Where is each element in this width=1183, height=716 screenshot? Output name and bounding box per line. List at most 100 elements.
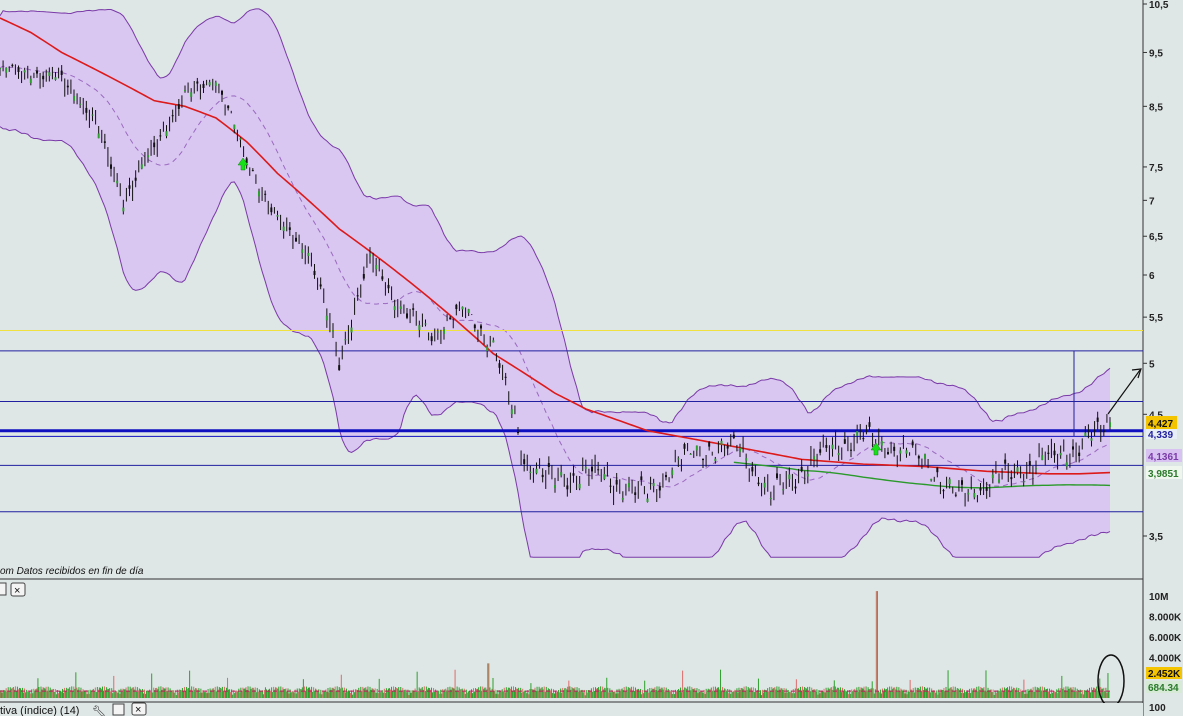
candle-body xyxy=(893,446,896,451)
candle-body xyxy=(831,444,834,449)
candle-body xyxy=(486,346,489,351)
candle-body xyxy=(782,489,785,491)
restore-icon[interactable] xyxy=(112,703,125,716)
candle-body xyxy=(985,487,988,491)
candle-body xyxy=(621,497,624,500)
candle-body xyxy=(492,340,495,343)
ma-green-label: 3,9851 xyxy=(1148,469,1179,480)
candle-body xyxy=(165,131,168,137)
bollinger-fill xyxy=(0,8,1110,558)
candle-body xyxy=(1084,432,1087,437)
price-candles xyxy=(0,60,1111,507)
close-icon: × xyxy=(135,704,141,716)
candle-body xyxy=(128,185,131,189)
wrench-icon[interactable]: 🔧︎ xyxy=(92,705,106,716)
candle-body xyxy=(979,487,982,491)
price-tick-label: 5 xyxy=(1149,359,1155,370)
signal-arrows xyxy=(237,157,882,456)
candle-body xyxy=(961,480,963,485)
candle-body xyxy=(646,498,649,503)
candle-body xyxy=(924,454,926,459)
candle-body xyxy=(473,324,476,329)
candle-body xyxy=(991,474,994,479)
candle-body xyxy=(116,180,119,184)
moving-average-red xyxy=(0,17,1111,475)
candle-body xyxy=(11,64,14,66)
candle-body xyxy=(535,468,538,474)
last-volume-badge xyxy=(1146,667,1182,679)
price-tick-label: 7 xyxy=(1149,196,1155,207)
candle-body xyxy=(825,445,828,448)
candle-body xyxy=(338,365,341,370)
candle-body xyxy=(788,474,791,480)
candle-body xyxy=(122,207,125,212)
candle-body xyxy=(609,485,612,487)
candle-body xyxy=(5,67,8,73)
candle-body xyxy=(634,492,637,496)
candle-body xyxy=(356,295,359,297)
candle-body xyxy=(103,141,106,143)
annotation-arrow-head xyxy=(1131,368,1142,379)
candle-body xyxy=(566,485,569,490)
candle-body xyxy=(862,438,865,440)
candle-body xyxy=(153,142,156,148)
volume-panel xyxy=(0,582,1143,702)
candle-body xyxy=(942,490,945,492)
close-lower-panel-button[interactable]: × xyxy=(131,702,147,716)
candle-body xyxy=(1010,477,1013,480)
close-panel-button[interactable]: × xyxy=(10,582,26,597)
candle-body xyxy=(1078,452,1081,457)
candle-body xyxy=(276,215,279,217)
candle-body xyxy=(208,82,211,86)
candle-body xyxy=(227,105,230,109)
candle-body xyxy=(110,164,112,169)
candle-body xyxy=(665,475,667,478)
candle-body xyxy=(375,265,378,270)
candle-body xyxy=(66,85,69,88)
candle-body xyxy=(443,329,445,334)
price-axis-ticks: 10,5 9,5 8,5 7,5 7 6,5 6 5,5 5 4,5 3,5 xyxy=(1143,0,1169,543)
candle-body xyxy=(430,336,433,342)
candle-body xyxy=(54,77,57,80)
candle-body xyxy=(282,226,285,231)
candle-body xyxy=(177,104,180,109)
candle-body xyxy=(1059,453,1062,456)
buy-signal-arrow xyxy=(237,157,249,171)
candle-body xyxy=(751,467,754,472)
candle-body xyxy=(1004,459,1007,464)
candle-body xyxy=(510,409,513,415)
candle-body xyxy=(671,470,674,475)
restore-button[interactable] xyxy=(0,582,7,596)
candle-body xyxy=(307,252,310,256)
candle-body xyxy=(29,78,32,83)
candle-body xyxy=(813,456,815,460)
candle-body xyxy=(196,81,199,84)
candle-body xyxy=(350,327,353,333)
candle-body xyxy=(1102,430,1105,433)
candle-body xyxy=(967,492,970,495)
annotation-arrow xyxy=(1107,369,1141,415)
candle-body xyxy=(91,114,94,116)
volume-tick-label: 100 xyxy=(1149,703,1166,714)
candle-body xyxy=(202,83,205,89)
candle-body xyxy=(399,306,402,309)
candle-body xyxy=(1047,452,1050,454)
candle-body xyxy=(837,453,840,456)
candle-body xyxy=(159,135,162,137)
candle-body xyxy=(1072,446,1074,450)
candle-body xyxy=(523,459,526,465)
candle-body xyxy=(856,431,859,436)
avg-volume-label: 684.34 xyxy=(1148,683,1179,694)
candle-body xyxy=(905,450,908,454)
top-panel-controls: × xyxy=(0,582,26,597)
candle-body xyxy=(911,441,914,446)
candle-body xyxy=(973,492,976,498)
candle-body xyxy=(547,463,550,467)
candle-body xyxy=(887,452,889,455)
last-price-2-badge xyxy=(1146,429,1177,439)
candle-body xyxy=(73,95,75,101)
candle-body xyxy=(60,70,63,75)
candle-body xyxy=(245,158,248,164)
candle-body xyxy=(0,68,1,70)
candle-body xyxy=(325,315,328,321)
